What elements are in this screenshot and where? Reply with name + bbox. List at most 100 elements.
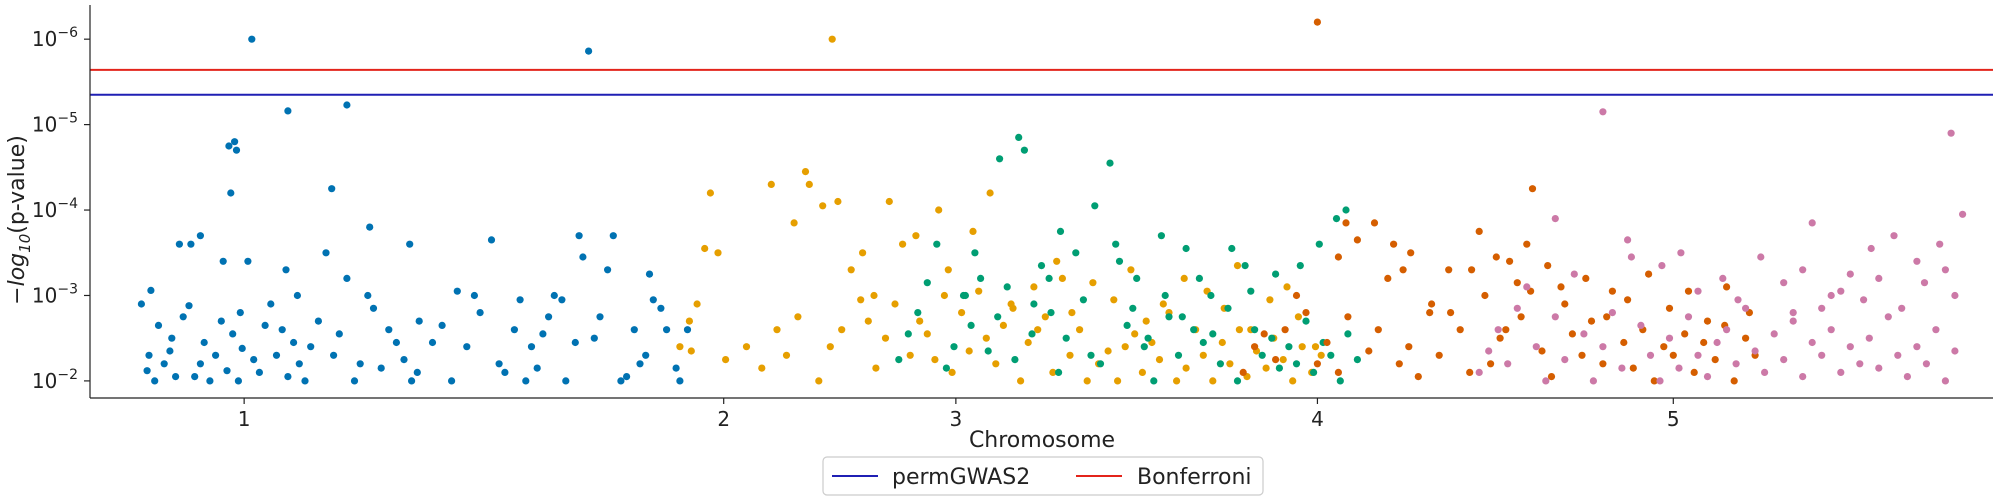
data-point	[1624, 236, 1632, 244]
data-point	[1941, 377, 1949, 385]
data-point	[1951, 291, 1959, 300]
data-point	[942, 364, 951, 372]
data-point	[227, 189, 235, 197]
data-point	[1268, 334, 1276, 342]
legend-label-bonferroni: Bonferroni	[1137, 465, 1252, 490]
data-point	[676, 343, 684, 351]
data-point	[1281, 326, 1289, 334]
data-point	[630, 326, 638, 334]
data-point	[971, 249, 979, 257]
data-point	[236, 309, 244, 317]
data-point	[1336, 377, 1344, 385]
data-point	[1298, 343, 1306, 351]
data-point	[1723, 326, 1731, 334]
data-point	[1789, 317, 1797, 325]
data-point	[1294, 313, 1302, 321]
data-point	[1884, 313, 1892, 321]
data-point	[1426, 309, 1434, 317]
data-point	[657, 304, 665, 312]
data-point	[1017, 377, 1025, 385]
data-point	[1475, 368, 1483, 376]
data-point	[1694, 351, 1702, 359]
data-point	[1228, 244, 1236, 253]
data-point	[1624, 296, 1632, 304]
data-point	[1140, 343, 1148, 351]
y-axis-title-prefix: −	[5, 286, 30, 304]
data-point	[1485, 347, 1493, 355]
data-point	[1155, 356, 1164, 364]
data-point	[1123, 321, 1131, 329]
data-point	[1580, 330, 1588, 338]
data-point	[293, 291, 301, 300]
data-point	[143, 367, 151, 375]
data-point	[1003, 283, 1011, 291]
data-point	[1504, 360, 1512, 368]
data-point	[1251, 326, 1259, 334]
y-axis-title-sub: 10	[16, 234, 34, 253]
data-point	[1751, 347, 1759, 355]
data-point	[1719, 274, 1727, 282]
data-point	[1089, 279, 1097, 287]
data-point	[758, 364, 766, 372]
data-point	[495, 360, 503, 368]
data-point	[1011, 356, 1019, 364]
data-point	[248, 35, 256, 43]
data-point	[672, 364, 680, 372]
data-point	[1272, 270, 1280, 278]
data-point	[516, 296, 524, 304]
data-point	[1589, 377, 1597, 385]
data-point	[1056, 227, 1065, 235]
data-point	[994, 313, 1002, 321]
data-point	[1528, 185, 1537, 193]
data-point	[1532, 343, 1540, 351]
data-point	[801, 168, 810, 176]
data-point	[1941, 266, 1949, 274]
data-point	[1608, 309, 1616, 317]
data-point	[940, 291, 949, 300]
data-point	[1517, 313, 1525, 321]
data-point	[550, 291, 558, 300]
data-point	[1115, 257, 1124, 265]
data-point	[961, 291, 970, 300]
data-point	[1665, 334, 1674, 342]
data-point	[794, 313, 802, 321]
data-point	[1313, 360, 1321, 368]
data-point	[1190, 326, 1198, 334]
data-point	[904, 330, 912, 338]
data-point	[175, 240, 183, 248]
data-point	[1233, 262, 1242, 270]
data-point	[714, 249, 722, 257]
data-point	[1195, 274, 1203, 282]
data-point	[1007, 300, 1015, 308]
series-chromosome-5	[1475, 108, 1967, 385]
data-point	[1475, 227, 1483, 235]
data-point	[1209, 377, 1217, 385]
data-point	[1818, 304, 1826, 312]
data-point	[282, 266, 290, 274]
data-point	[1110, 296, 1118, 304]
data-point	[1599, 360, 1607, 368]
legend-label-permgwas2: permGWAS2	[892, 465, 1030, 490]
data-point	[1279, 356, 1287, 364]
data-point	[1951, 347, 1959, 355]
data-point	[828, 35, 836, 43]
data-point	[950, 343, 958, 351]
data-point	[1272, 356, 1280, 364]
data-point	[322, 249, 330, 257]
data-point	[364, 291, 372, 300]
data-point	[1045, 274, 1053, 282]
data-point	[1405, 343, 1413, 351]
data-point	[1235, 326, 1243, 334]
data-point	[1808, 219, 1816, 227]
data-point	[642, 351, 650, 359]
data-point	[891, 300, 899, 308]
data-point	[1936, 240, 1944, 248]
data-point	[967, 321, 975, 329]
data-point	[1066, 351, 1074, 359]
data-point	[1713, 338, 1721, 347]
data-point	[982, 334, 990, 342]
data-point	[255, 368, 263, 376]
data-point	[238, 344, 246, 352]
data-point	[604, 266, 612, 274]
data-point	[1127, 266, 1135, 274]
